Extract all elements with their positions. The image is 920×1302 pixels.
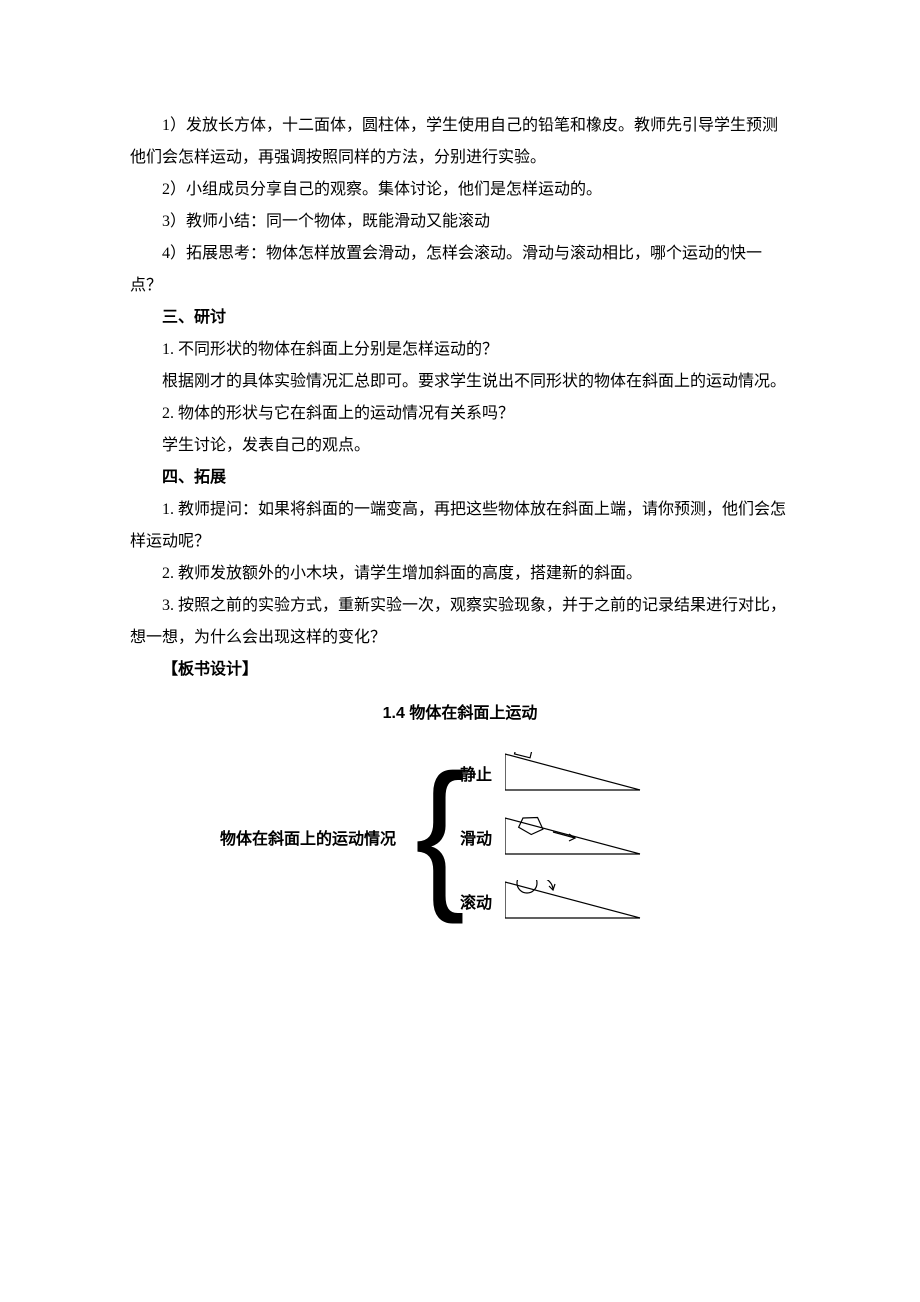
- paragraph-item-4: 4）拓展思考：物体怎样放置会滑动，怎样会滚动。滑动与滚动相比，哪个运动的快一点？: [130, 238, 790, 302]
- ramp-roll-icon: [505, 880, 645, 920]
- item-label-still: 静止: [460, 760, 492, 792]
- item-label-roll: 滚动: [460, 888, 492, 920]
- discuss-q2: 2. 物体的形状与它在斜面上的运动情况有关系吗？: [130, 398, 790, 430]
- heading-extend: 四、拓展: [130, 462, 790, 494]
- discuss-q1: 1. 不同形状的物体在斜面上分别是怎样运动的？: [130, 334, 790, 366]
- heading-discuss: 三、研讨: [130, 302, 790, 334]
- paragraph-item-1: 1）发放长方体，十二面体，圆柱体，学生使用自己的铅笔和橡皮。教师先引导学生预测他…: [130, 110, 790, 174]
- discuss-a1: 根据刚才的具体实验情况汇总即可。要求学生说出不同形状的物体在斜面上的运动情况。: [130, 366, 790, 398]
- diagram-container: 物体在斜面上的运动情况 { 静止 滑动 滚动: [220, 752, 700, 922]
- paragraph-item-3: 3）教师小结：同一个物体，既能滑动又能滚动: [130, 206, 790, 238]
- extend-3: 3. 按照之前的实验方式，重新实验一次，观察实验现象，并于之前的记录结果进行对比…: [130, 590, 790, 654]
- board-diagram: 物体在斜面上的运动情况 { 静止 滑动 滚动: [130, 752, 790, 922]
- item-label-slide: 滑动: [460, 824, 492, 856]
- diagram-main-label: 物体在斜面上的运动情况: [220, 824, 396, 856]
- ramp-still-icon: [505, 752, 645, 792]
- discuss-a2: 学生讨论，发表自己的观点。: [130, 430, 790, 462]
- board-plan-title: 1.4 物体在斜面上运动: [130, 698, 790, 730]
- paragraph-item-2: 2）小组成员分享自己的观察。集体讨论，他们是怎样运动的。: [130, 174, 790, 206]
- heading-board-design: 【板书设计】: [130, 654, 790, 686]
- document-page: 1）发放长方体，十二面体，圆柱体，学生使用自己的铅笔和橡皮。教师先引导学生预测他…: [0, 0, 920, 982]
- extend-2: 2. 教师发放额外的小木块，请学生增加斜面的高度，搭建新的斜面。: [130, 558, 790, 590]
- ramp-slide-icon: [505, 816, 645, 856]
- brace-icon: {: [415, 750, 465, 915]
- extend-1: 1. 教师提问：如果将斜面的一端变高，再把这些物体放在斜面上端，请你预测，他们会…: [130, 494, 790, 558]
